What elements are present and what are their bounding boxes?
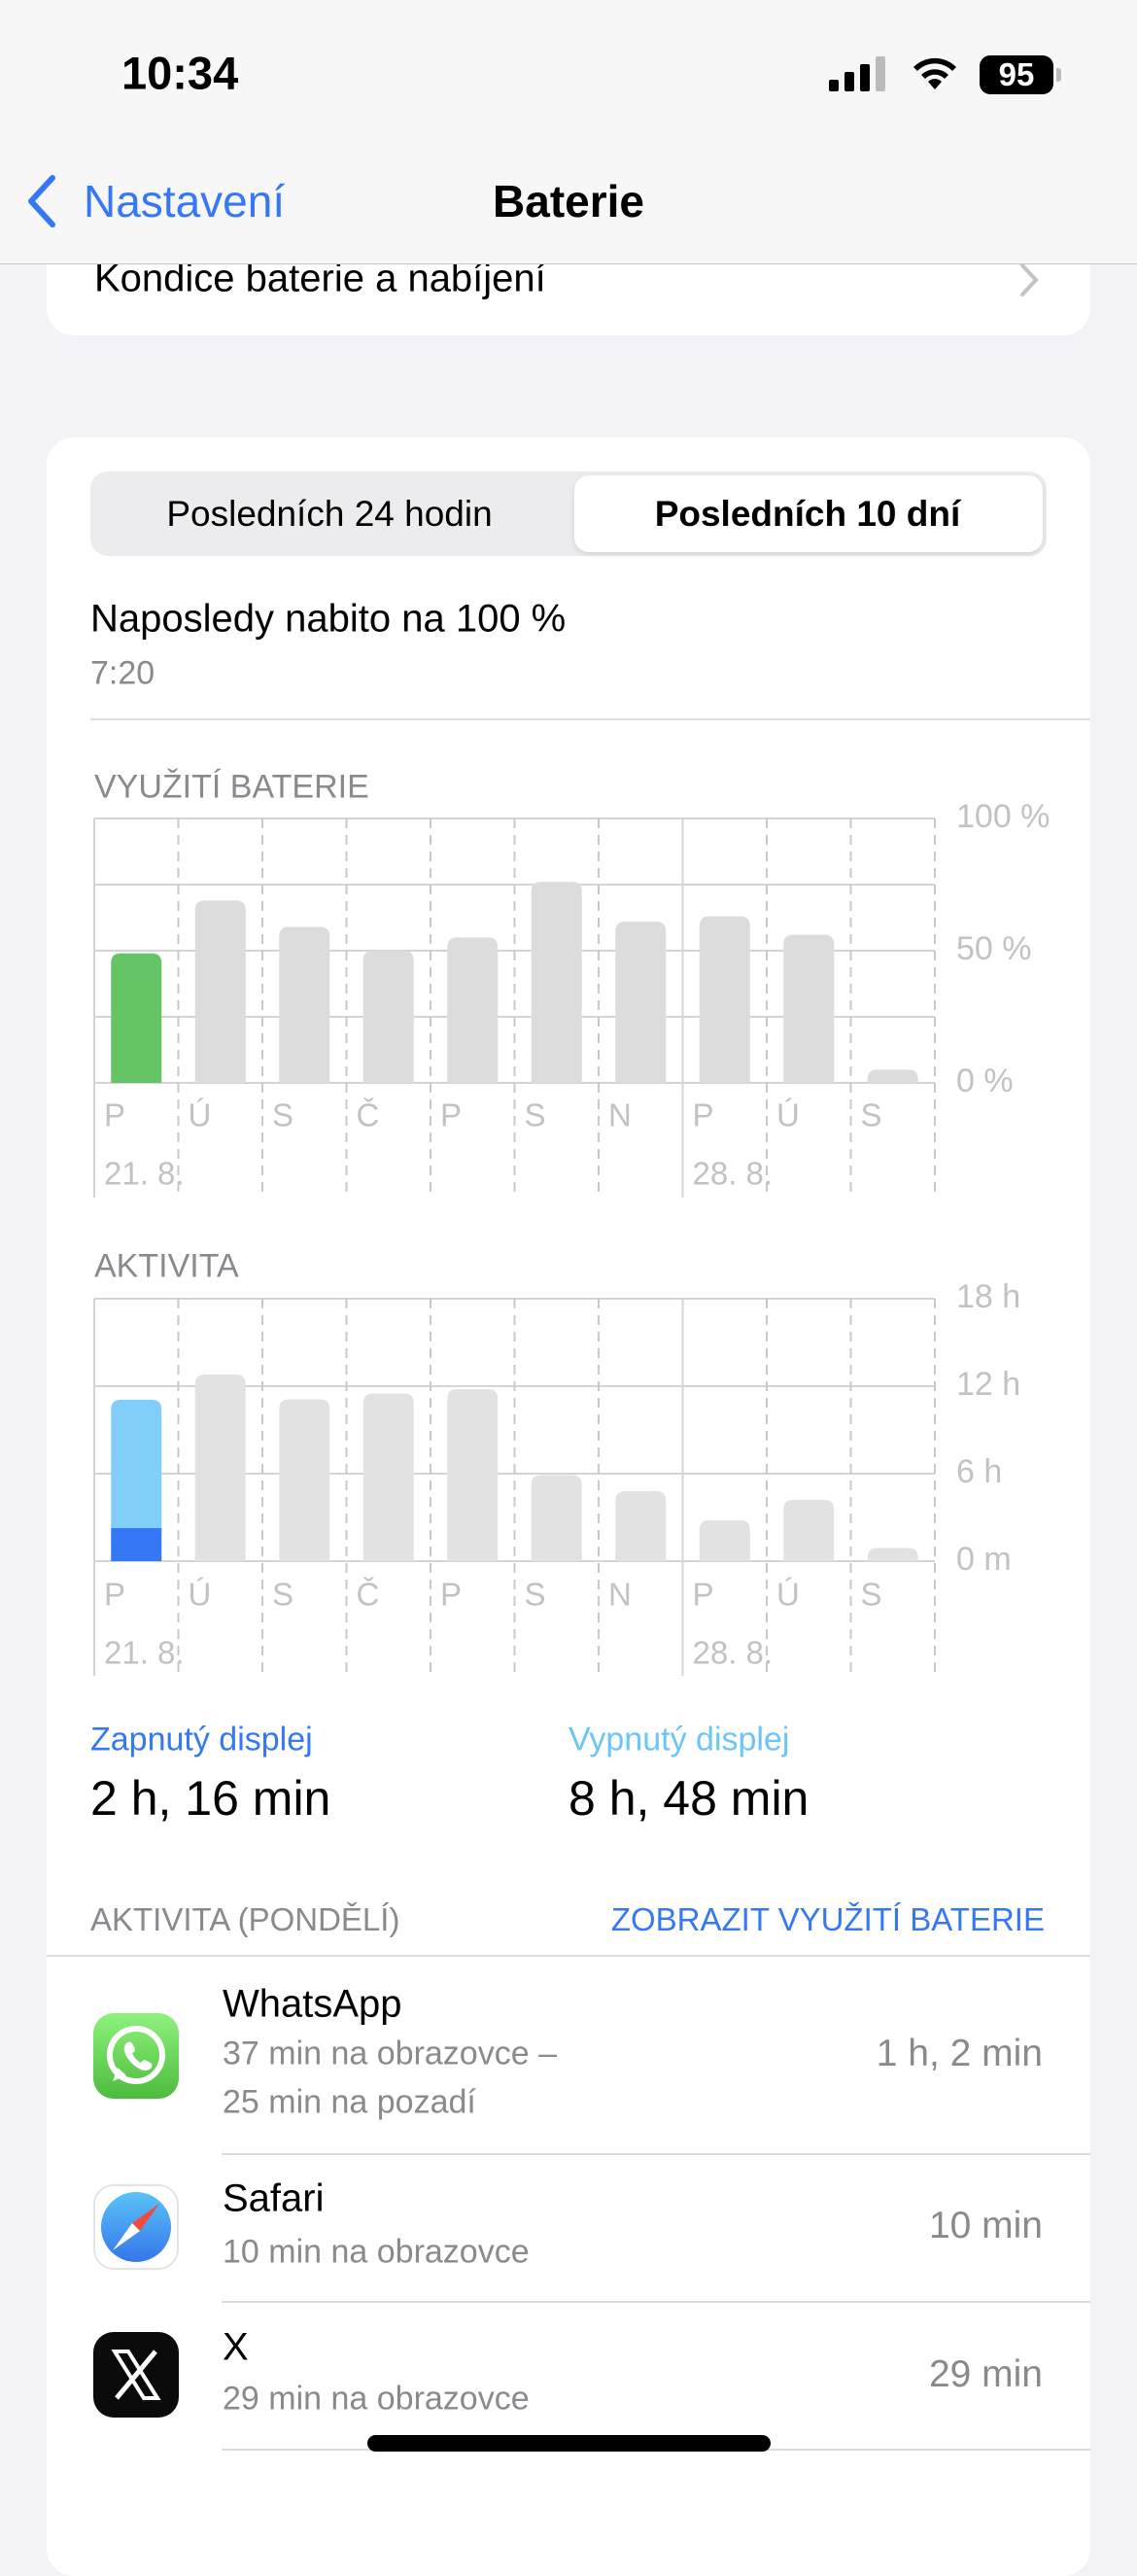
wifi-icon bbox=[913, 57, 956, 89]
day-label: Ú bbox=[189, 1577, 212, 1613]
day-label: S bbox=[861, 1097, 882, 1133]
whatsapp-icon bbox=[93, 2013, 179, 2099]
navigation-bar: 10:34 95 Nastavení Baterie bbox=[0, 0, 1137, 264]
date-label: 28. 8. bbox=[693, 1156, 774, 1192]
app-name: X bbox=[223, 2325, 249, 2369]
app-name: WhatsApp bbox=[223, 1982, 402, 2026]
bar bbox=[111, 953, 162, 1083]
show-battery-usage-link[interactable]: ZOBRAZIT VYUŽITÍ BATERIE bbox=[610, 1901, 1045, 1937]
screen-off-value: 8 h, 48 min bbox=[568, 1771, 810, 1826]
y-tick-label: 0 % bbox=[956, 1062, 1014, 1099]
safari-icon bbox=[93, 2184, 179, 2270]
divider bbox=[90, 718, 1090, 720]
divider bbox=[222, 2301, 1090, 2303]
day-label: S bbox=[525, 1097, 546, 1133]
bar bbox=[615, 922, 667, 1083]
last-charged-label: Naposledy nabito na 100 % bbox=[90, 597, 567, 641]
screen-off-label: Vypnutý displej bbox=[568, 1721, 790, 1758]
status-time: 10:34 bbox=[121, 47, 239, 99]
day-label: N bbox=[608, 1577, 632, 1613]
divider bbox=[47, 1955, 1090, 1957]
screen-on-value: 2 h, 16 min bbox=[90, 1771, 331, 1826]
y-tick-label: 18 h bbox=[956, 1278, 1020, 1315]
app-usage-value: 10 min bbox=[928, 2205, 1043, 2246]
bar bbox=[447, 1389, 499, 1561]
bar bbox=[867, 1069, 918, 1083]
page-title: Baterie bbox=[493, 176, 644, 226]
day-label: Č bbox=[357, 1577, 380, 1613]
bar bbox=[531, 1475, 582, 1561]
app-detail: 10 min na obrazovce bbox=[223, 2233, 530, 2271]
app-detail: 37 min na obrazovce – bbox=[223, 2035, 557, 2072]
day-label: Ú bbox=[776, 1577, 800, 1613]
y-tick-label: 0 m bbox=[956, 1541, 1012, 1578]
day-label: Ú bbox=[189, 1097, 212, 1133]
bar bbox=[783, 934, 835, 1083]
bar bbox=[531, 882, 582, 1083]
bar bbox=[699, 916, 750, 1083]
day-label: Ú bbox=[776, 1097, 800, 1133]
bar bbox=[362, 1393, 414, 1561]
day-label: P bbox=[104, 1577, 125, 1613]
app-usage-value: 1 h, 2 min bbox=[876, 2033, 1043, 2074]
day-label: P bbox=[693, 1577, 714, 1613]
home-indicator[interactable] bbox=[367, 2435, 771, 2452]
app-detail: 25 min na pozadí bbox=[223, 2083, 476, 2121]
segment-24-hours[interactable]: Posledních 24 hodin bbox=[166, 494, 493, 534]
y-tick-label: 6 h bbox=[956, 1453, 1002, 1490]
day-label: Č bbox=[357, 1097, 380, 1133]
screen-on-label: Zapnutý displej bbox=[90, 1721, 313, 1758]
back-label: Nastavení bbox=[84, 176, 286, 226]
bar bbox=[699, 1520, 750, 1561]
battery-usage-title: VYUŽITÍ BATERIE bbox=[94, 768, 369, 806]
y-tick-label: 100 % bbox=[956, 798, 1050, 835]
period-segmented-control: Posledních 24 hodin Posledních 10 dní bbox=[90, 471, 1047, 556]
app-name: Safari bbox=[223, 2176, 325, 2220]
date-label: 21. 8. bbox=[104, 1635, 185, 1671]
bar bbox=[615, 1491, 667, 1561]
day-label: N bbox=[608, 1097, 632, 1133]
day-label: P bbox=[440, 1577, 462, 1613]
day-label: P bbox=[440, 1097, 462, 1133]
back-button[interactable]: Nastavení bbox=[23, 171, 285, 231]
divider bbox=[222, 2153, 1090, 2155]
bar bbox=[783, 1500, 835, 1561]
app-detail: 29 min na obrazovce bbox=[223, 2380, 530, 2418]
bar bbox=[194, 1375, 246, 1561]
battery-cap-icon bbox=[1056, 68, 1061, 82]
y-tick-label: 50 % bbox=[956, 930, 1032, 967]
x-icon bbox=[93, 2332, 179, 2418]
date-label: 21. 8. bbox=[104, 1156, 185, 1192]
activity-chart: P21. 8.Ú S Č P S N P28. 8.Ú S18 h12 h6 h0 m bbox=[93, 1278, 1020, 1676]
bar bbox=[194, 900, 246, 1083]
segment-selection bbox=[574, 475, 1043, 552]
battery-indicator: 95 bbox=[980, 55, 1053, 94]
bar bbox=[447, 937, 499, 1083]
cellular-signal-icon bbox=[829, 56, 885, 91]
day-label: S bbox=[272, 1577, 293, 1613]
bar-segment bbox=[111, 1527, 162, 1561]
day-label: S bbox=[525, 1577, 546, 1613]
segment-10-days[interactable]: Posledních 10 dní bbox=[654, 494, 961, 534]
bar bbox=[279, 1399, 330, 1561]
activity-chart-title: AKTIVITA bbox=[94, 1247, 239, 1285]
bar-segment bbox=[111, 1399, 162, 1528]
day-label: S bbox=[272, 1097, 293, 1133]
day-label: P bbox=[693, 1097, 714, 1133]
bar bbox=[362, 951, 414, 1083]
app-usage-value: 29 min bbox=[928, 2353, 1043, 2395]
bar bbox=[867, 1548, 918, 1561]
chevron-right-icon bbox=[1020, 263, 1039, 296]
last-charged-time: 7:20 bbox=[90, 654, 155, 692]
activity-section-header: AKTIVITA (PONDĚLÍ) bbox=[90, 1901, 400, 1937]
bar bbox=[279, 926, 330, 1083]
day-label: P bbox=[104, 1097, 125, 1133]
chevron-left-icon bbox=[28, 175, 55, 227]
date-label: 28. 8. bbox=[693, 1635, 774, 1671]
y-tick-label: 12 h bbox=[956, 1366, 1020, 1403]
day-label: S bbox=[861, 1577, 882, 1613]
